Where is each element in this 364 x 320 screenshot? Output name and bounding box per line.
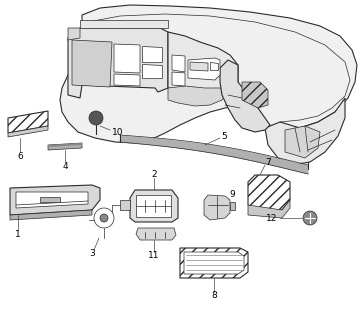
Polygon shape bbox=[72, 40, 112, 87]
Polygon shape bbox=[130, 190, 178, 222]
Text: 5: 5 bbox=[221, 132, 227, 140]
Polygon shape bbox=[68, 28, 80, 40]
Polygon shape bbox=[248, 175, 290, 212]
Polygon shape bbox=[48, 143, 82, 150]
Polygon shape bbox=[190, 62, 208, 71]
Bar bbox=[40, 197, 60, 202]
Polygon shape bbox=[242, 82, 268, 108]
Text: 10: 10 bbox=[112, 127, 124, 137]
Circle shape bbox=[303, 211, 317, 225]
Polygon shape bbox=[136, 195, 171, 217]
Text: 2: 2 bbox=[151, 170, 157, 179]
Ellipse shape bbox=[89, 111, 103, 125]
Polygon shape bbox=[60, 5, 357, 143]
Polygon shape bbox=[180, 248, 248, 278]
Polygon shape bbox=[168, 32, 238, 95]
Polygon shape bbox=[204, 195, 230, 220]
Text: 4: 4 bbox=[62, 162, 68, 171]
Polygon shape bbox=[285, 126, 320, 158]
Polygon shape bbox=[210, 62, 218, 70]
Polygon shape bbox=[10, 210, 92, 220]
Polygon shape bbox=[220, 60, 270, 132]
Polygon shape bbox=[114, 74, 140, 86]
Text: 11: 11 bbox=[148, 252, 160, 260]
Polygon shape bbox=[248, 200, 290, 218]
Polygon shape bbox=[168, 86, 228, 106]
Polygon shape bbox=[8, 126, 48, 137]
Circle shape bbox=[94, 208, 114, 228]
Text: 9: 9 bbox=[229, 189, 235, 198]
Text: 6: 6 bbox=[17, 151, 23, 161]
Polygon shape bbox=[136, 228, 176, 240]
Text: 1: 1 bbox=[15, 229, 21, 238]
Text: 12: 12 bbox=[266, 213, 278, 222]
Polygon shape bbox=[68, 28, 168, 98]
Polygon shape bbox=[230, 202, 235, 210]
Polygon shape bbox=[10, 185, 100, 215]
Polygon shape bbox=[184, 252, 244, 274]
Polygon shape bbox=[120, 200, 130, 210]
Polygon shape bbox=[188, 58, 220, 80]
Polygon shape bbox=[114, 44, 140, 73]
Polygon shape bbox=[172, 72, 185, 86]
Polygon shape bbox=[48, 143, 82, 147]
Polygon shape bbox=[172, 55, 185, 72]
Polygon shape bbox=[142, 64, 162, 78]
Polygon shape bbox=[16, 192, 88, 208]
Text: 8: 8 bbox=[211, 292, 217, 300]
Polygon shape bbox=[8, 111, 48, 133]
Polygon shape bbox=[142, 46, 162, 62]
Circle shape bbox=[100, 214, 108, 222]
Text: 7: 7 bbox=[265, 157, 271, 166]
Polygon shape bbox=[265, 98, 345, 165]
Polygon shape bbox=[80, 20, 168, 28]
Text: 3: 3 bbox=[89, 250, 95, 259]
